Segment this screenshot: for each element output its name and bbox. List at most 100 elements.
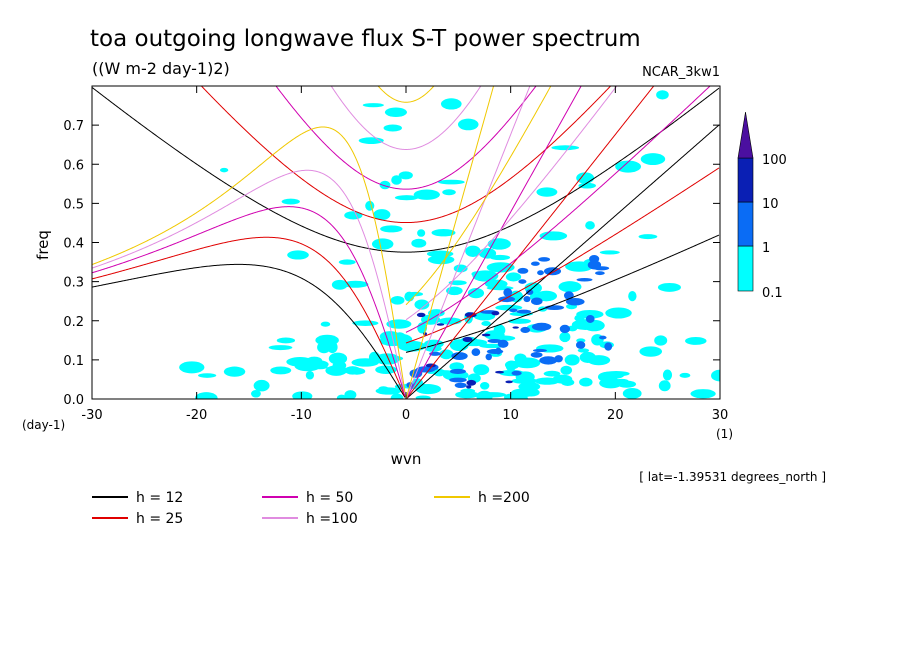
y-tick-label: 0.5 [63,197,84,212]
inertio-gravity-curve [330,86,482,150]
rossby-wave-curve [92,206,406,396]
spectral-cell-peak [416,312,426,318]
spectral-cell-high [587,260,602,270]
kelvin-wave-curve [405,86,582,399]
spectral-cell [414,299,430,310]
spectral-cell [268,345,293,351]
spectral-cell [585,221,595,230]
x-axis: -30 -20 -10 0 10 20 30 [81,86,728,423]
spectral-cell-peak [495,370,505,374]
spectral-cell [662,369,673,381]
spectral-cell [599,250,620,255]
spectral-cell [433,368,446,377]
x-tick-label: -10 [291,408,312,423]
x-tick-label: 30 [712,408,729,423]
spectral-cell [287,250,309,260]
y-tick-label: 0.0 [63,393,84,408]
spectral-cell [685,337,707,345]
spectral-cell-peak [466,379,477,386]
inertio-gravity-curve [377,86,435,103]
spectral-cell [508,318,531,324]
spectral-cell [386,319,412,329]
kelvin-wave-curve [405,86,655,399]
spectral-cell [473,364,490,376]
spectral-cell-high [575,341,586,349]
spectral-cell [481,321,491,327]
spectral-cell-high [585,315,595,323]
spectral-cell [253,379,270,392]
spectral-cell-peak [436,323,445,326]
spectral-cell [480,381,490,390]
spectral-cell [336,394,347,399]
spectral-cell [571,319,599,330]
spectral-cell [484,330,505,340]
spectral-cell [473,311,496,321]
spectral-cell [374,353,400,365]
spectral-cell [251,389,261,398]
spectral-cell [449,362,465,371]
spectral-cell-high [509,308,518,313]
rossby-wave-curve [92,126,406,393]
colorbar-segment [737,245,754,292]
spectral-cell [638,234,658,240]
spectral-cell [615,160,642,173]
spectral-cell-high [530,261,540,266]
spectral-cell [344,390,357,399]
spectral-cell [438,179,465,185]
colorbar-label: 100 [762,153,787,168]
y-axis-label: freq [34,230,52,260]
x-axis-label: wvn [391,450,422,468]
legend-label: h = 25 [136,511,183,527]
spectral-cell [375,365,397,375]
spectral-cell-high [599,335,607,340]
spectral-cell-high [559,324,571,334]
spectral-cell-high [485,353,492,361]
x-tick-label: 10 [502,408,519,423]
rossby-wave-curve [92,236,406,397]
spectral-cell [362,103,384,108]
spectral-cell-high [604,342,613,351]
spectral-cell [489,254,511,261]
spectral-cell [344,211,363,220]
spectral-cell [440,98,462,110]
spectral-cell [576,172,595,184]
spectral-cell [415,395,431,399]
spectral-cell [179,361,205,374]
spectral-cell-peak [505,380,513,384]
spectral-cell [292,391,313,399]
spectral-cell [639,346,663,357]
spectral-cell [373,209,391,221]
spectral-cell [411,238,427,248]
y-tick-label: 0.4 [63,237,84,252]
spectral-cell [448,280,467,286]
spectral-cell [511,394,529,399]
spectral-cell [220,167,229,173]
spectral-cell [487,238,511,250]
spectral-cell [690,389,716,399]
spectral-cell [505,360,517,372]
spectral-cell [383,124,402,132]
eastward-ig-curve [405,167,720,344]
y-axis: 0.0 0.1 0.2 0.3 0.4 0.5 0.6 0.7 [63,119,720,408]
spectral-cell-high [531,297,543,305]
spectral-cell [551,145,580,151]
kelvin-wave-curve [405,86,531,399]
spectral-cell [465,245,481,257]
spectral-cell [417,229,426,237]
spectral-cell [281,198,300,205]
colorbar-segment [737,201,754,247]
spectral-cell [622,388,642,399]
spectral-cell-high [537,270,544,276]
spectral-cell [711,369,720,382]
spectral-cell-high [538,257,551,262]
spectral-cell [654,335,668,346]
spectral-cell-high [503,288,513,297]
spectral-cell [223,366,246,377]
chart-title: toa outgoing longwave flux S-T power spe… [90,26,641,52]
spectral-cell [577,348,590,353]
x-tick-label: 0 [402,408,410,423]
spectral-cell [270,366,292,375]
spectral-cell [365,200,375,211]
spectral-cell-high [576,278,593,282]
spectral-cell [198,373,217,378]
